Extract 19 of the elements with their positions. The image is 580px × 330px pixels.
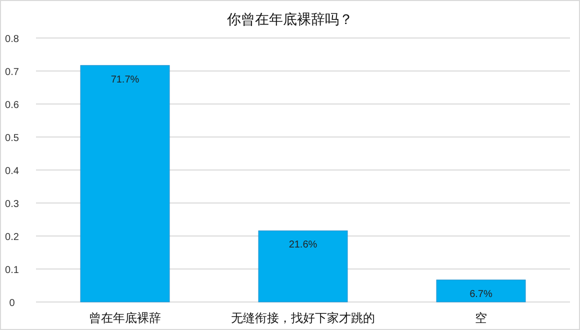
y-tick-label: 0.7 [5, 67, 20, 78]
data-label: 6.7% [470, 288, 493, 300]
y-tick-label: 0 [9, 298, 16, 309]
y-tick-label: 0.6 [5, 100, 20, 111]
x-tick-label: 曾在年底裸辞 [89, 311, 161, 325]
chart-title: 你曾在年底裸辞吗？ [226, 11, 353, 27]
y-tick-label: 0.5 [5, 133, 20, 144]
bar [436, 280, 526, 302]
data-label: 21.6% [288, 240, 318, 251]
y-tick-label: 0.3 [5, 199, 20, 210]
y-tick-label: 0.2 [5, 232, 20, 243]
y-tick-label: 0.1 [5, 265, 20, 276]
y-tick-label: 0.8 [5, 34, 20, 45]
x-tick-label: 空 [475, 311, 487, 325]
y-tick-label: 0.4 [5, 166, 20, 177]
x-tick-label: 无缝衔接，找好下家才跳的 [231, 311, 375, 325]
bar [80, 65, 170, 302]
data-label: 71.7% [110, 74, 140, 86]
bar [258, 230, 348, 302]
